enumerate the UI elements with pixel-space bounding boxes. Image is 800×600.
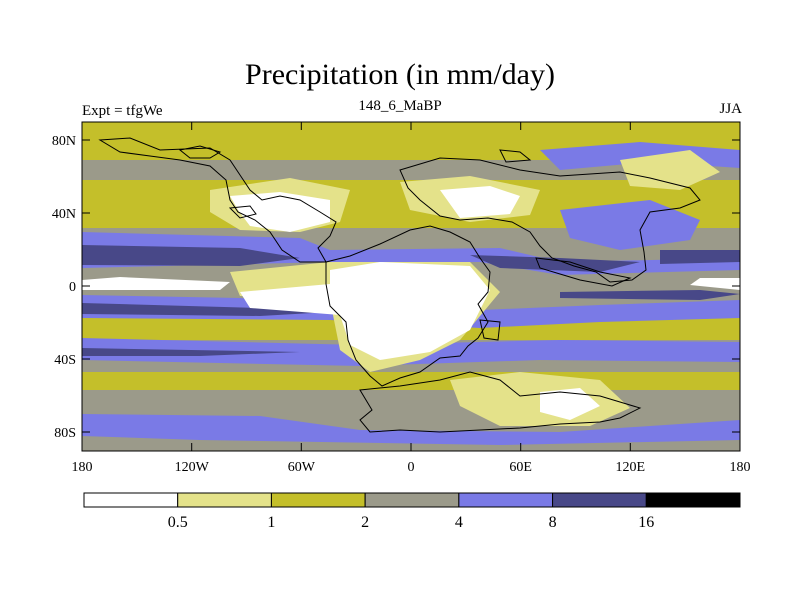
- experiment-label: Expt = tfgWe: [82, 103, 163, 119]
- colorbar-swatch: [552, 492, 647, 508]
- colorbar-level-label: 16: [638, 514, 654, 531]
- y-tick-label: 80N: [52, 134, 76, 149]
- x-tick-label: 60W: [288, 460, 316, 475]
- colorbar-level-label: 1: [267, 514, 275, 531]
- x-tick-label: 180: [730, 460, 751, 475]
- colorbar-level-label: 4: [455, 514, 463, 531]
- x-tick-label: 0: [408, 460, 415, 475]
- y-tick-label: 80S: [54, 426, 76, 441]
- precipitation-field: [82, 122, 740, 451]
- colorbar-swatch: [645, 492, 741, 508]
- y-tick-label: 40N: [52, 207, 76, 222]
- colorbar-labels: 0.5 1 2 4 8 16: [168, 514, 655, 531]
- chart-title: Precipitation (in mm/day): [245, 58, 555, 91]
- colorbar-level-label: 0.5: [168, 514, 188, 531]
- x-tick-label: 120W: [175, 460, 210, 475]
- x-tick-label: 60E: [509, 460, 532, 475]
- y-tick-label: 40S: [54, 353, 76, 368]
- x-tick-label: 120E: [616, 460, 646, 475]
- y-tick-marks: [82, 139, 740, 433]
- colorbar-level-label: 2: [361, 514, 369, 531]
- colorbar-swatch: [458, 492, 554, 508]
- colorbar-swatch: [83, 492, 179, 508]
- time-label: 148_6_MaBP: [358, 98, 442, 114]
- y-tick-label: 0: [69, 280, 76, 295]
- colorbar-swatch: [270, 492, 366, 508]
- colorbar: [83, 492, 741, 508]
- x-tick-label: 180: [72, 460, 93, 475]
- colorbar-swatch: [177, 492, 272, 508]
- x-tick-marks: [81, 122, 741, 451]
- colorbar-swatch: [364, 492, 460, 508]
- continent-outlines: [98, 137, 701, 433]
- season-label: JJA: [719, 101, 742, 117]
- colorbar-level-label: 8: [549, 514, 557, 531]
